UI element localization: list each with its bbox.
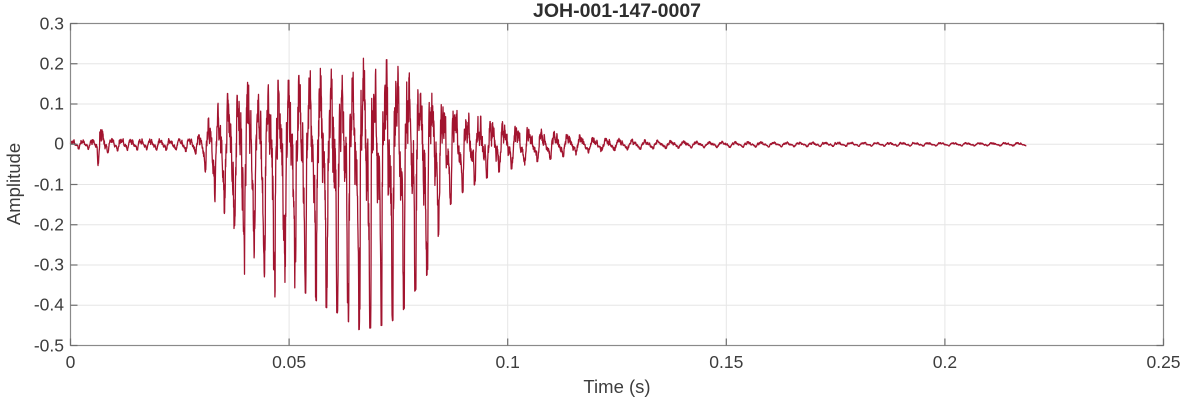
y-tick-label: 0 [54, 133, 64, 154]
y-tick-label: -0.2 [33, 214, 64, 235]
x-tick-label: 0.05 [272, 352, 307, 372]
x-tick-label: 0.2 [932, 352, 958, 372]
y-tick-label: -0.3 [33, 254, 64, 275]
y-tick-label: -0.5 [33, 335, 64, 355]
chart-title: JOH-001-147-0007 [532, 0, 702, 22]
y-tick-label: -0.4 [33, 294, 64, 315]
x-tick-label: 0.15 [709, 352, 744, 372]
y-tick-label: 0.3 [39, 13, 64, 33]
x-tick-label: 0.25 [1146, 352, 1181, 372]
y-tick-label: -0.1 [33, 174, 64, 194]
waveform-line [69, 57, 1027, 331]
y-tick-label: 0.1 [39, 93, 64, 114]
x-tick-label: 0.1 [495, 352, 520, 372]
x-tick-label: 0 [65, 352, 76, 372]
x-axis-label: Time (s) [583, 376, 651, 397]
y-tick-label: 0.2 [39, 53, 64, 74]
